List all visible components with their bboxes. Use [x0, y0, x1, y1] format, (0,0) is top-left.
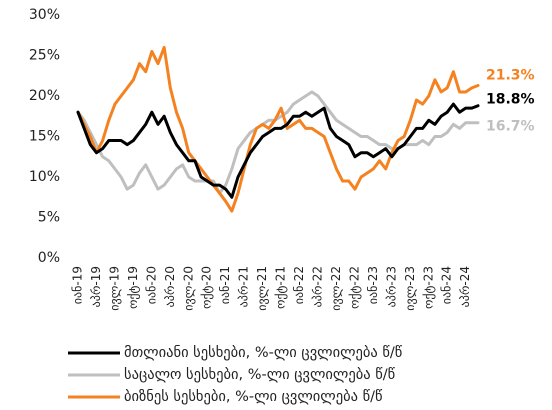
x-tick-label: იან-22 [292, 266, 306, 304]
end-label: 21.3% [486, 67, 535, 83]
end-label: 16.7% [486, 119, 535, 135]
series-line [76, 102, 480, 199]
y-tick-label: 15% [29, 129, 60, 145]
x-tick-label: იან-19 [71, 266, 85, 304]
x-tick-label: აპრ-21 [237, 266, 251, 307]
x-tick-label: ოქტ-23 [421, 266, 435, 309]
x-tick-label: ოქტ-21 [274, 266, 288, 309]
x-tick-label: აპრ-24 [458, 266, 472, 307]
y-tick-label: 25% [29, 48, 60, 64]
y-tick-label: 20% [29, 88, 60, 104]
x-tick-label: იან-23 [366, 266, 380, 304]
x-tick-label: აპრ-19 [89, 266, 103, 307]
x-tick-label: აპრ-22 [311, 266, 325, 307]
x-tick-label: იან-20 [144, 266, 158, 304]
x-tick-label: აპრ-20 [163, 266, 177, 307]
x-tick-label: ივლ-23 [403, 266, 417, 311]
x-tick-label: ივლ-20 [181, 266, 195, 311]
end-label: 18.8% [486, 92, 535, 108]
legend-label: ბიზნეს სესხები, %-ლი ცვლილება წ/წ [124, 389, 383, 405]
y-tick-label: 5% [38, 210, 60, 226]
x-tick-label: ოქტ-20 [200, 266, 214, 309]
legend-label: საცალო სესხები, %-ლი ცვლილება წ/წ [124, 367, 396, 383]
y-tick-label: 10% [29, 169, 60, 185]
x-tick-label: აპრ-23 [384, 266, 398, 307]
y-tick-label: 30% [29, 7, 60, 23]
series-line [76, 45, 480, 213]
x-tick-label: ივლ-22 [329, 266, 343, 311]
y-tick-label: 0% [38, 250, 60, 266]
x-tick-label: ოქტ-22 [347, 266, 361, 309]
x-tick-label: იან-21 [218, 266, 232, 304]
legend-label: მთლიანი სესხები, %-ლი ცვლილება წ/წ [124, 345, 403, 361]
x-tick-label: ივლ-21 [255, 266, 269, 311]
x-tick-label: ოქტ-19 [126, 266, 140, 309]
series-line [76, 90, 480, 195]
x-tick-label: ივლ-19 [107, 266, 121, 311]
x-tick-label: იან-24 [440, 266, 454, 304]
